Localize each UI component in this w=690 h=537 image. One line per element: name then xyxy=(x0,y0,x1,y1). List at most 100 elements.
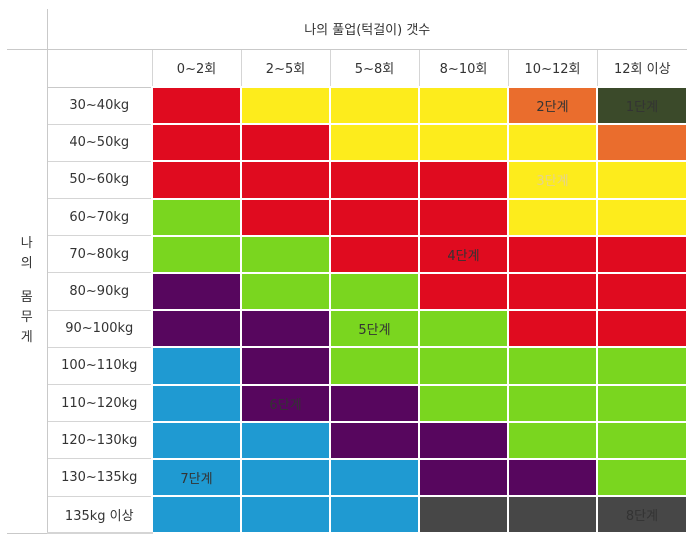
level-cell xyxy=(240,271,331,312)
weight-label: 135kg 이상 xyxy=(47,496,152,535)
weight-header-blank xyxy=(47,49,152,88)
level-cell xyxy=(507,346,598,386)
level-cell xyxy=(595,123,689,163)
table-row: 50~60kg 3단계 xyxy=(7,160,689,200)
level-cell xyxy=(329,234,420,274)
level-cell xyxy=(507,271,598,312)
weight-label: 60~70kg xyxy=(47,198,152,237)
side-label-gap xyxy=(7,274,47,288)
column-header: 12회 이상 xyxy=(596,49,688,88)
level-cell xyxy=(151,197,242,237)
level-cell xyxy=(418,420,509,460)
level-cell xyxy=(240,234,331,274)
level-cell xyxy=(507,309,598,349)
column-header: 5~8회 xyxy=(329,49,419,88)
level-cell xyxy=(595,457,689,498)
level-cell xyxy=(151,271,242,312)
level-cell xyxy=(329,123,420,163)
level-cell xyxy=(329,457,420,498)
weight-label: 110~120kg xyxy=(47,384,152,423)
table-row: 110~120kg 6단계 xyxy=(7,383,689,423)
table-row: 90~100kg 5단계 xyxy=(7,309,689,349)
weight-label: 50~60kg xyxy=(47,161,152,200)
level-cell xyxy=(151,495,242,535)
level-cell xyxy=(418,346,509,386)
level-cell xyxy=(240,309,331,349)
table-row: 30~40kg 2단계 1단계 xyxy=(7,85,689,126)
level-cell xyxy=(507,495,598,535)
weight-label: 80~90kg xyxy=(47,272,152,311)
corner-blank xyxy=(7,9,48,50)
level-cell xyxy=(240,123,331,163)
level-cell xyxy=(151,420,242,460)
level-cell xyxy=(595,234,689,274)
level-cell xyxy=(595,197,689,237)
table-row: 40~50kg xyxy=(7,123,689,163)
table-row: 70~80kg 4단계 xyxy=(7,234,689,274)
level-cell xyxy=(418,123,509,163)
level-cell xyxy=(595,160,689,200)
weight-label: 100~110kg xyxy=(47,347,152,386)
level-cell xyxy=(329,420,420,460)
level-cell xyxy=(151,234,242,274)
level-cell xyxy=(329,160,420,200)
level-cell xyxy=(240,495,331,535)
table-row: 80~90kg xyxy=(7,271,689,312)
weight-label: 30~40kg xyxy=(47,87,152,125)
level-cell xyxy=(507,123,598,163)
level-cell-labeled: 5단계 xyxy=(329,309,420,349)
table-row: 100~110kg xyxy=(7,346,689,386)
level-cell xyxy=(418,271,509,312)
side-label-char: 나 xyxy=(20,236,33,252)
table-row: 60~70kg xyxy=(7,197,689,237)
level-cell-labeled: 6단계 xyxy=(240,383,331,423)
level-cell xyxy=(418,457,509,498)
level-cell xyxy=(507,383,598,423)
level-cell-labeled: 8단계 xyxy=(595,495,689,535)
level-cell xyxy=(418,495,509,535)
level-cell xyxy=(418,85,509,126)
level-cell xyxy=(151,123,242,163)
weight-label: 70~80kg xyxy=(47,235,152,274)
level-cell xyxy=(329,85,420,126)
side-label-char: 몸 xyxy=(20,290,33,306)
level-cell xyxy=(329,197,420,237)
table-row: 135kg 이상 8단계 xyxy=(7,495,689,535)
level-cell xyxy=(329,346,420,386)
level-cell xyxy=(595,346,689,386)
level-cell-labeled: 4단계 xyxy=(418,234,509,274)
level-cell-labeled: 7단계 xyxy=(151,457,242,498)
level-cell xyxy=(329,495,420,535)
level-cell xyxy=(240,160,331,200)
level-cell xyxy=(240,457,331,498)
level-cell xyxy=(507,457,598,498)
level-cell xyxy=(418,383,509,423)
level-cell xyxy=(151,383,242,423)
level-cell xyxy=(418,197,509,237)
side-label-char: 의 xyxy=(20,256,33,272)
table-row: 120~130kg xyxy=(7,420,689,460)
level-cell xyxy=(240,346,331,386)
level-cell xyxy=(418,160,509,200)
level-cell xyxy=(151,160,242,200)
column-header: 8~10회 xyxy=(418,49,508,88)
level-cell-labeled: 2단계 xyxy=(507,85,598,126)
column-header: 0~2회 xyxy=(151,49,241,88)
weight-label: 120~130kg xyxy=(47,421,152,460)
side-label-char: 무 xyxy=(20,310,33,326)
level-cell xyxy=(240,85,331,126)
table-title: 나의 풀업(턱걸이) 갯수 xyxy=(47,9,688,50)
level-cell xyxy=(595,309,689,349)
level-cell xyxy=(595,383,689,423)
weight-label: 40~50kg xyxy=(47,124,152,162)
level-cell-labeled: 3단계 xyxy=(507,160,598,200)
column-header: 10~12회 xyxy=(507,49,597,88)
weight-label: 90~100kg xyxy=(47,310,152,348)
level-cell xyxy=(151,346,242,386)
level-cell xyxy=(418,309,509,349)
